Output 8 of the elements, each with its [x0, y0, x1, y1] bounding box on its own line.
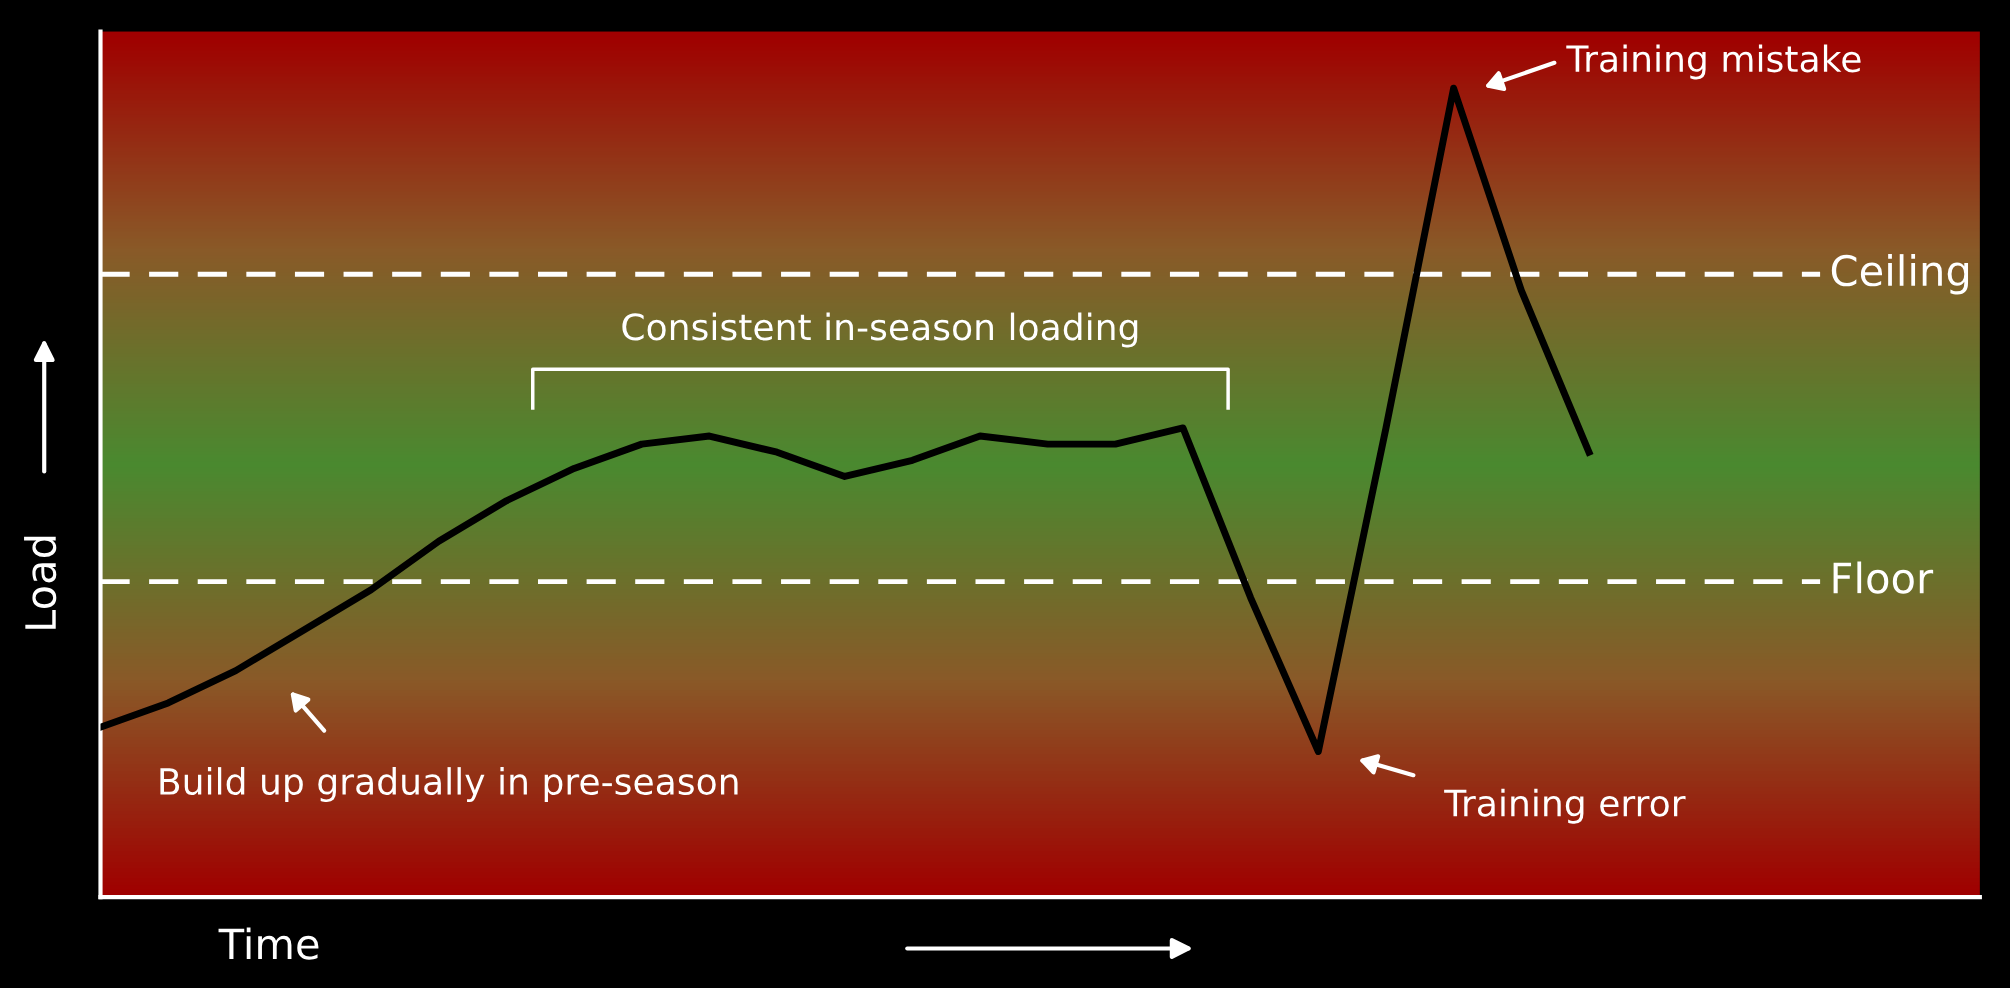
ref-line-label: Ceiling: [1831, 254, 1969, 295]
ref-line-label: Floor: [1833, 561, 1934, 594]
x-axis-title: Time: [218, 927, 319, 960]
annotation: Consistent in-season loading: [622, 312, 1138, 348]
annotation: Training error: [1444, 788, 1686, 824]
text: Training mistake: [1566, 44, 1861, 80]
annotation: Build up gradually in pre-season: [160, 767, 738, 803]
y-axis-title: Load: [24, 536, 57, 629]
